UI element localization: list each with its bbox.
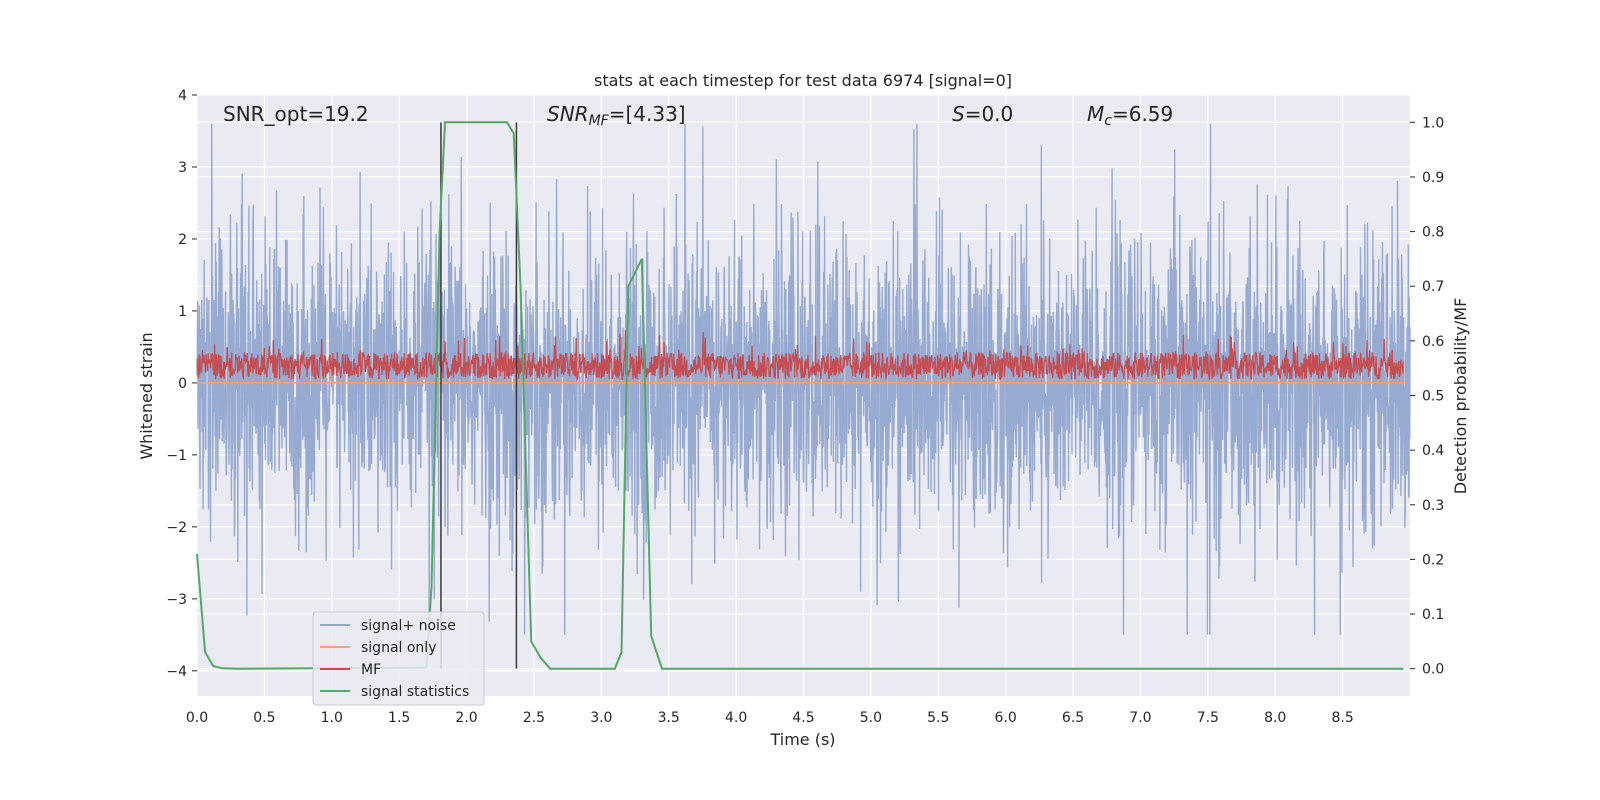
x-tick-label: 6.0 — [995, 710, 1017, 726]
mc-value: =6.59 — [1112, 102, 1173, 126]
annotation-snr-mf: SNRMF=[4.33] — [547, 102, 686, 129]
x-tick-label: 5.0 — [860, 710, 882, 726]
y-right-axis-label: Detection probability/MF — [1451, 298, 1470, 495]
signal-noise-series — [196, 123, 1411, 635]
x-tick-label: 6.5 — [1062, 710, 1084, 726]
annotation-mc: Mc=6.59 — [1087, 102, 1173, 129]
snr-mf-subscript: MF — [589, 113, 610, 129]
x-tick-label: 1.5 — [388, 710, 410, 726]
y-left-tick-label: −2 — [166, 520, 187, 536]
y-right-tick-label: 0.8 — [1422, 225, 1444, 241]
y-left-tick-label: 2 — [178, 232, 187, 248]
y-right-tick-label: 1.0 — [1422, 115, 1444, 131]
y-right-tick-label: 0.4 — [1422, 443, 1444, 459]
x-tick-label: 8.0 — [1264, 710, 1286, 726]
y-left-tick-label: −4 — [166, 664, 187, 680]
y-right-tick-label: 0.9 — [1422, 170, 1444, 186]
mf-series — [196, 330, 1404, 382]
signal-statistics-series — [196, 121, 1404, 670]
x-tick-label: 4.5 — [792, 710, 814, 726]
x-tick-label: 2.5 — [523, 710, 545, 726]
legend-label-signal-statistics: signal statistics — [361, 684, 469, 700]
y-left-tick-label: −3 — [166, 592, 187, 608]
y-right-tick-label: 0.1 — [1422, 607, 1444, 623]
y-left-tick-label: −1 — [166, 448, 187, 464]
mc-subscript: c — [1104, 113, 1112, 129]
mf-line — [196, 330, 1404, 382]
x-tick-label: 7.5 — [1197, 710, 1219, 726]
x-tick-label: 8.5 — [1331, 710, 1353, 726]
legend-box — [312, 611, 485, 706]
y-right-tick-label: 0.6 — [1422, 334, 1444, 350]
chart-title: stats at each timestep for test data 697… — [594, 71, 1012, 90]
y-left-tick-label: 0 — [178, 376, 187, 392]
y-left-axis-label: Whitened strain — [137, 332, 156, 459]
s-symbol: S — [952, 102, 965, 126]
y-right-axis-ticks: 1.0 0.9 0.8 0.7 0.6 0.5 0.4 0.3 0.2 0.1 0.0 — [1410, 115, 1444, 678]
x-tick-label: 3.0 — [590, 710, 612, 726]
x-tick-label: 1.0 — [321, 710, 343, 726]
signal-noise-line — [196, 123, 1411, 635]
legend-label-mf: MF — [361, 662, 381, 678]
x-axis-label: Time (s) — [769, 730, 835, 749]
x-tick-label: 4.0 — [725, 710, 747, 726]
x-tick-label: 3.5 — [658, 710, 680, 726]
s-value: =0.0 — [965, 102, 1014, 126]
annotation-s: S=0.0 — [952, 102, 1013, 126]
snr-mf-value: =[4.33] — [609, 102, 686, 126]
legend: signal+ noise signal only MF signal stat… — [312, 611, 485, 706]
x-axis-ticks: 0.0 0.5 1.0 1.5 2.0 2.5 3.0 3.5 4.0 4.5 5.0 5.5 6.0 6… — [186, 710, 1354, 726]
snr-mf-symbol: SNR — [547, 102, 589, 126]
y-left-tick-label: 1 — [178, 304, 187, 320]
y-left-axis-ticks: 4 3 2 1 0 −1 −2 −3 −4 — [166, 88, 197, 680]
y-right-tick-label: 0.2 — [1422, 552, 1444, 568]
legend-label-signal-only: signal only — [361, 640, 436, 656]
x-tick-label: 5.5 — [927, 710, 949, 726]
x-tick-label: 7.0 — [1129, 710, 1151, 726]
y-right-tick-label: 0.5 — [1422, 389, 1444, 405]
y-right-tick-label: 0.7 — [1422, 279, 1444, 295]
legend-label-signal-noise: signal+ noise — [361, 618, 456, 634]
x-tick-label: 2.0 — [455, 710, 477, 726]
y-left-tick-label: 3 — [178, 160, 187, 176]
x-tick-label: 0.5 — [253, 710, 275, 726]
signal-statistics-line — [196, 121, 1404, 670]
y-right-tick-label: 0.0 — [1422, 662, 1444, 678]
annotation-snr-opt: SNR_opt=19.2 — [223, 102, 369, 126]
y-left-tick-label: 4 — [178, 88, 187, 104]
y-right-tick-label: 0.3 — [1422, 498, 1444, 514]
mc-symbol: M — [1087, 102, 1104, 126]
x-tick-label: 0.0 — [186, 710, 208, 726]
